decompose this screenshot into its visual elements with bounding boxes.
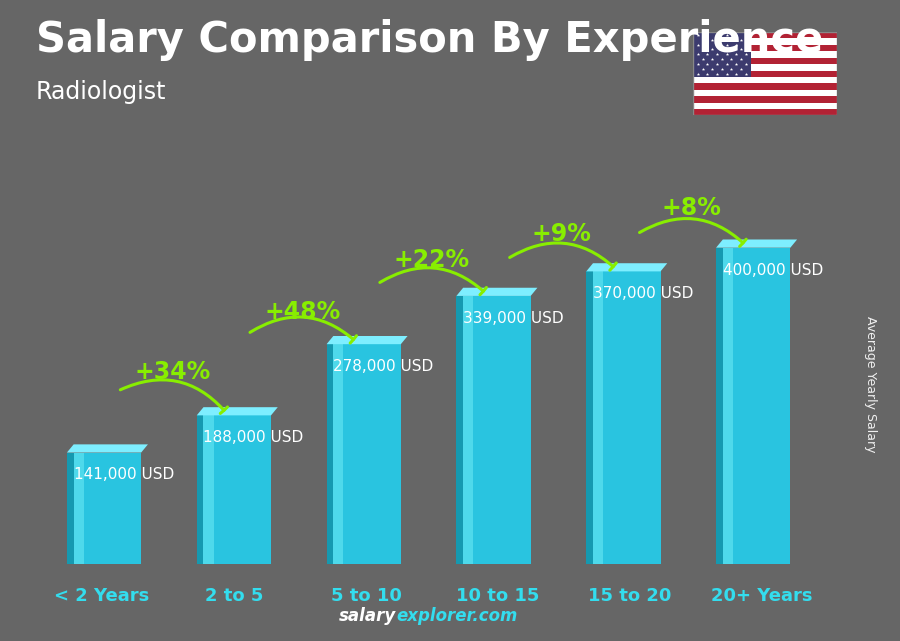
Text: +9%: +9%: [532, 222, 592, 246]
Bar: [74, 453, 141, 564]
Text: < 2 Years: < 2 Years: [54, 587, 149, 604]
Bar: [203, 415, 271, 564]
Text: +34%: +34%: [134, 360, 211, 384]
Polygon shape: [456, 288, 537, 296]
Bar: [693, 103, 837, 109]
Polygon shape: [327, 336, 408, 344]
Bar: [593, 271, 661, 564]
Text: 2 to 5: 2 to 5: [205, 587, 263, 604]
Text: +22%: +22%: [394, 248, 470, 272]
Text: 10 to 15: 10 to 15: [456, 587, 540, 604]
Bar: [693, 90, 837, 96]
Bar: [693, 45, 837, 51]
Text: 400,000 USD: 400,000 USD: [723, 263, 824, 278]
Text: Salary Comparison By Experience: Salary Comparison By Experience: [36, 19, 824, 62]
Polygon shape: [197, 407, 278, 415]
Bar: [593, 271, 603, 564]
Polygon shape: [67, 444, 148, 453]
Bar: [693, 109, 837, 115]
Text: 370,000 USD: 370,000 USD: [593, 287, 693, 301]
Text: 5 to 10: 5 to 10: [330, 587, 401, 604]
Bar: [464, 296, 473, 564]
Bar: [693, 64, 837, 71]
Bar: [586, 271, 593, 564]
Bar: [723, 247, 790, 564]
Text: 188,000 USD: 188,000 USD: [203, 430, 303, 445]
Polygon shape: [716, 240, 797, 247]
Text: 339,000 USD: 339,000 USD: [464, 311, 563, 326]
Polygon shape: [586, 263, 667, 271]
Bar: [333, 344, 344, 564]
Bar: [723, 247, 733, 564]
Bar: [693, 83, 837, 90]
Bar: [716, 247, 723, 564]
Bar: [693, 77, 837, 83]
Text: 141,000 USD: 141,000 USD: [74, 467, 174, 483]
Text: 20+ Years: 20+ Years: [711, 587, 813, 604]
Text: +8%: +8%: [662, 196, 722, 220]
Text: 278,000 USD: 278,000 USD: [333, 359, 434, 374]
Bar: [693, 71, 837, 77]
Bar: [74, 453, 84, 564]
Bar: [693, 51, 837, 58]
Bar: [456, 296, 464, 564]
Bar: [693, 38, 837, 45]
Bar: [693, 32, 837, 38]
Bar: [464, 296, 531, 564]
Text: Radiologist: Radiologist: [36, 80, 166, 104]
Bar: [693, 96, 837, 103]
Bar: [327, 344, 333, 564]
Bar: [67, 453, 74, 564]
Text: explorer.com: explorer.com: [396, 607, 518, 625]
Text: Average Yearly Salary: Average Yearly Salary: [865, 317, 878, 453]
Text: salary: salary: [338, 607, 396, 625]
Bar: [693, 32, 751, 77]
Bar: [693, 58, 837, 64]
Bar: [203, 415, 213, 564]
Bar: [333, 344, 400, 564]
Text: +48%: +48%: [264, 300, 340, 324]
Bar: [197, 415, 203, 564]
Text: 15 to 20: 15 to 20: [589, 587, 671, 604]
